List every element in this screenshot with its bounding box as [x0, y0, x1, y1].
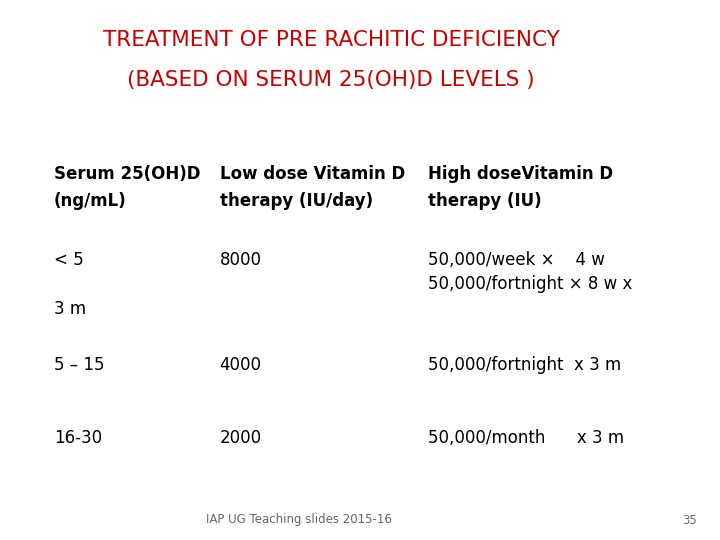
Text: High doseVitamin D: High doseVitamin D: [428, 165, 613, 183]
Text: 8000: 8000: [220, 251, 261, 269]
Text: therapy (IU/day): therapy (IU/day): [220, 192, 373, 210]
Text: 3 m: 3 m: [54, 300, 86, 318]
Text: 35: 35: [683, 514, 697, 526]
Text: Low dose Vitamin D: Low dose Vitamin D: [220, 165, 405, 183]
Text: 5 – 15: 5 – 15: [54, 356, 104, 374]
Text: IAP UG Teaching slides 2015-16: IAP UG Teaching slides 2015-16: [206, 514, 392, 526]
Text: 50,000/month      x 3 m: 50,000/month x 3 m: [428, 429, 624, 447]
Text: 50,000/fortnight × 8 w x: 50,000/fortnight × 8 w x: [428, 275, 633, 293]
Text: TREATMENT OF PRE RACHITIC DEFICIENCY: TREATMENT OF PRE RACHITIC DEFICIENCY: [103, 30, 559, 50]
Text: (BASED ON SERUM 25(OH)D LEVELS ): (BASED ON SERUM 25(OH)D LEVELS ): [127, 70, 535, 90]
Text: 2000: 2000: [220, 429, 262, 447]
Text: < 5: < 5: [54, 251, 84, 269]
Text: 16-30: 16-30: [54, 429, 102, 447]
Text: Serum 25(OH)D: Serum 25(OH)D: [54, 165, 200, 183]
Text: therapy (IU): therapy (IU): [428, 192, 542, 210]
Text: 50,000/week ×    4 w: 50,000/week × 4 w: [428, 251, 606, 269]
Text: 50,000/fortnight  x 3 m: 50,000/fortnight x 3 m: [428, 356, 621, 374]
Text: (ng/mL): (ng/mL): [54, 192, 127, 210]
Text: 4000: 4000: [220, 356, 261, 374]
